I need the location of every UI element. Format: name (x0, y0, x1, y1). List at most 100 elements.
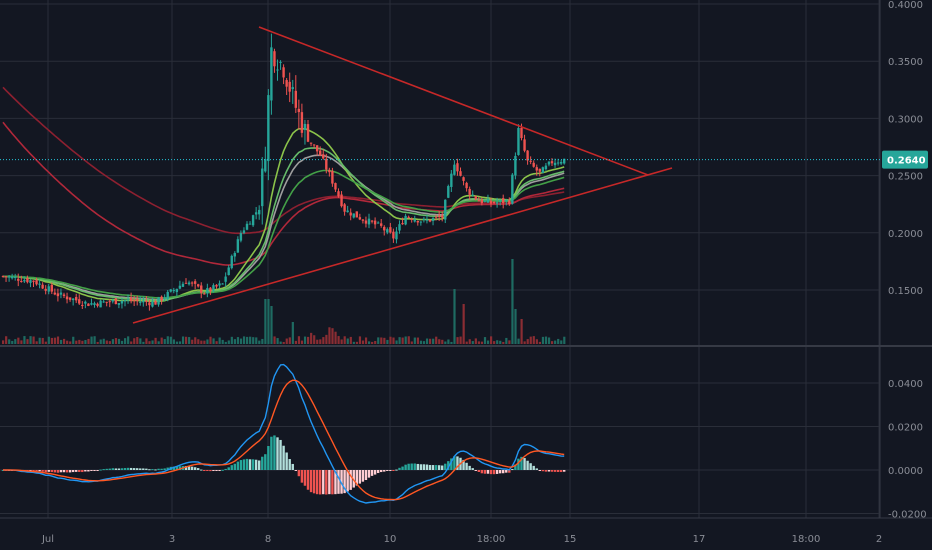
candle-body (422, 219, 426, 221)
volume-bar (127, 336, 130, 344)
macd-histogram-bar (218, 470, 221, 471)
volume-bar (538, 341, 541, 344)
volume-bar (75, 340, 78, 344)
volume-bars (2, 259, 566, 344)
candle-body (563, 158, 566, 164)
candle-body (276, 69, 279, 71)
candle-body (325, 158, 328, 170)
candle-body (498, 199, 502, 202)
macd-histogram-bar (111, 468, 114, 470)
volume-bar (337, 336, 340, 344)
candle-body (492, 201, 496, 204)
macd-histogram-bar (276, 437, 279, 470)
price-axis-label: 0.1500 (888, 286, 923, 297)
candle-body (184, 282, 188, 284)
macd-histogram-bar (529, 463, 532, 470)
macd-axis-label: -0.0200 (888, 510, 927, 521)
candle-body (175, 288, 179, 293)
volume-bar (352, 341, 355, 344)
candle-body (157, 297, 160, 305)
volume-bar (20, 340, 23, 344)
volume-bar (441, 339, 444, 344)
candle-body (319, 150, 322, 156)
candle-body (486, 199, 490, 203)
candle-body (200, 285, 203, 293)
volume-bar (422, 341, 426, 344)
volume-bar (105, 340, 108, 344)
candle-body (398, 224, 401, 231)
macd-histogram-bar (120, 468, 124, 470)
volume-bar (291, 322, 294, 344)
candle-body (489, 200, 493, 204)
candle-body (477, 200, 480, 202)
macd-histogram-bar (99, 469, 102, 471)
macd-histogram-bar (139, 468, 142, 470)
candle-body (26, 278, 29, 283)
volume-bar (99, 339, 102, 344)
volume-bar (78, 339, 81, 344)
candle-body (468, 188, 471, 195)
candle-body (96, 303, 99, 306)
volume-bar (188, 337, 191, 344)
macd-histogram-bar (474, 470, 477, 471)
macd-histogram-bar (53, 470, 57, 473)
candle-body (386, 229, 389, 233)
candle-body (90, 303, 93, 305)
volume-bar (264, 299, 267, 344)
candle-body (75, 297, 78, 301)
candle-body (404, 215, 407, 225)
macd-histogram-bar (343, 470, 346, 494)
candle-body (410, 218, 413, 220)
candle-body (261, 168, 264, 207)
volume-bar (392, 337, 395, 344)
candle-body (20, 281, 23, 283)
candle-body (197, 284, 200, 287)
candle-body (209, 287, 212, 292)
candle-body (142, 300, 145, 303)
volume-bar (233, 339, 236, 344)
volume-bar (349, 336, 352, 344)
volume-bar (493, 341, 496, 344)
macd-histogram-bar (87, 470, 90, 472)
volume-bar (480, 341, 484, 344)
volume-bar (139, 338, 142, 344)
volume-bar (218, 337, 221, 344)
candle-body (544, 165, 548, 170)
volume-bar (532, 336, 535, 344)
moving-average-line (2, 121, 565, 266)
candle-body (181, 283, 185, 287)
volume-bar (276, 338, 279, 344)
candles (1, 33, 566, 311)
price-axis-label: 0.4000 (888, 0, 923, 11)
candle-body (401, 223, 404, 225)
price-axis-label: 0.3500 (888, 57, 923, 68)
macd-histogram-bar (425, 464, 429, 470)
candle-body (441, 215, 444, 218)
volume-bar (84, 340, 87, 344)
candle-body (193, 281, 197, 284)
candle-body (38, 283, 41, 285)
candle-body (14, 276, 17, 278)
volume-bar (90, 336, 93, 344)
macd-histogram-bar (434, 465, 438, 470)
candle-body (123, 300, 127, 302)
volume-bar (557, 338, 560, 344)
volume-bar (551, 341, 554, 344)
candle-body (364, 220, 368, 224)
volume-bar (383, 337, 386, 344)
candle-body (178, 285, 182, 289)
volume-bar (398, 337, 401, 344)
candle-body (480, 199, 484, 204)
candle-body (190, 282, 194, 284)
macd-histogram-bar (346, 470, 349, 492)
volume-bar (535, 339, 538, 344)
candle-body (312, 144, 316, 146)
macd-histogram-bar (376, 470, 380, 474)
macd-histogram-bar (242, 459, 246, 470)
candle-body (413, 219, 416, 222)
candle-body (306, 124, 310, 142)
time-axis-label: 18:00 (792, 534, 821, 545)
moving-average-line (2, 86, 565, 235)
